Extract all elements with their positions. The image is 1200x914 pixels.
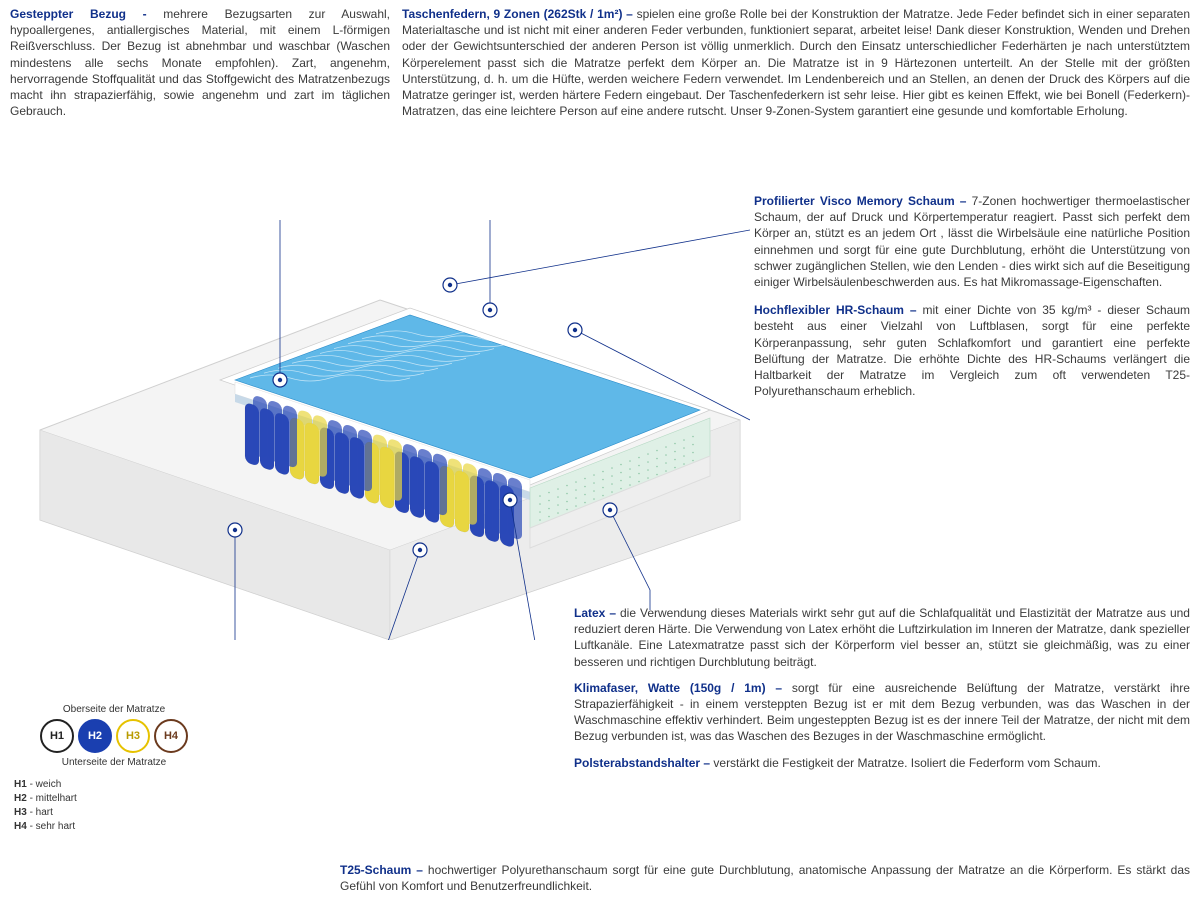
body-t25: hochwertiger Polyurethanschaum sorgt für… bbox=[340, 863, 1190, 893]
right-entry-0: Profilierter Visco Memory Schaum – 7-Zon… bbox=[754, 193, 1190, 290]
lower-title-0: Latex – bbox=[574, 606, 620, 620]
legend-circle-H2: H2 bbox=[78, 719, 112, 753]
legend-circle-H1: H1 bbox=[40, 719, 74, 753]
right-body-1: mit einer Dichte von 35 kg/m³ - dieser S… bbox=[754, 303, 1190, 398]
lower-entry-2: Polsterabstandshalter – verstärkt die Fe… bbox=[574, 755, 1190, 771]
legend-key-H2: H2 - mittelhart bbox=[14, 792, 214, 806]
legend-top-label: Oberseite der Matratze bbox=[14, 704, 214, 715]
mattress-diagram bbox=[10, 220, 750, 640]
legend-circle-H4: H4 bbox=[154, 719, 188, 753]
lower-entry-0: Latex – die Verwendung dieses Materials … bbox=[574, 605, 1190, 670]
legend-key-H4: H4 - sehr hart bbox=[14, 820, 214, 834]
lower-title-2: Polsterabstandshalter – bbox=[574, 756, 713, 770]
legend-key-H3: H3 - hart bbox=[14, 806, 214, 820]
entry-bezug: Gesteppter Bezug - mehrere Bezugsarten z… bbox=[10, 6, 390, 119]
title-federn: Taschenfedern, 9 Zonen (262Stk / 1m²) – bbox=[402, 7, 637, 21]
legend-key-H1: H1 - weich bbox=[14, 778, 214, 792]
entry-federn: Taschenfedern, 9 Zonen (262Stk / 1m²) – … bbox=[402, 6, 1190, 119]
legend-circle-H3: H3 bbox=[116, 719, 150, 753]
right-entry-1: Hochflexibler HR-Schaum – mit einer Dich… bbox=[754, 302, 1190, 399]
lower-body-0: die Verwendung dieses Materials wirkt se… bbox=[574, 606, 1190, 669]
right-title-1: Hochflexibler HR-Schaum – bbox=[754, 303, 922, 317]
lower-title-1: Klimafaser, Watte (150g / 1m) – bbox=[574, 681, 792, 695]
body-bezug: mehrere Bezugsarten zur Auswahl, hypoall… bbox=[10, 7, 390, 118]
lower-entry-1: Klimafaser, Watte (150g / 1m) – sorgt fü… bbox=[574, 680, 1190, 745]
title-t25: T25-Schaum – bbox=[340, 863, 428, 877]
legend-bottom-label: Unterseite der Matratze bbox=[14, 757, 214, 768]
right-body-0: 7-Zonen hochwertiger thermoelastischer S… bbox=[754, 194, 1190, 289]
right-title-0: Profilierter Visco Memory Schaum – bbox=[754, 194, 972, 208]
hardness-legend: Oberseite der Matratze H1H2H3H4 Untersei… bbox=[14, 704, 214, 834]
entry-t25: T25-Schaum – hochwertiger Polyurethansch… bbox=[340, 862, 1190, 894]
lower-body-2: verstärkt die Festigkeit der Matratze. I… bbox=[713, 756, 1100, 770]
body-federn: spielen eine große Rolle bei der Konstru… bbox=[402, 7, 1190, 118]
title-bezug: Gesteppter Bezug - bbox=[10, 7, 163, 21]
